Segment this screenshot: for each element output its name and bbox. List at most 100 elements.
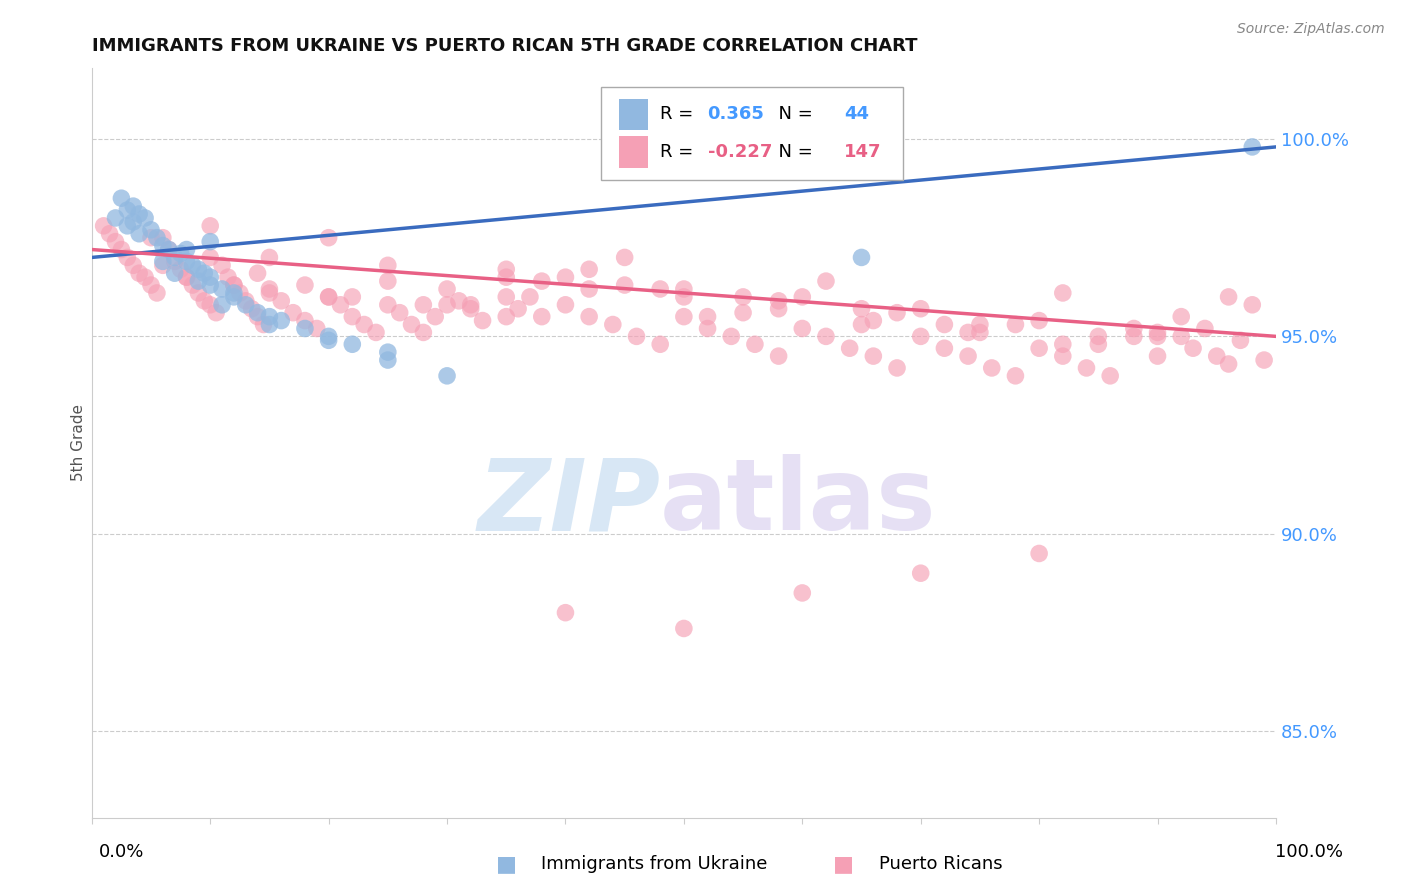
Point xyxy=(1241,298,1264,312)
Point xyxy=(851,318,873,332)
Point xyxy=(910,301,932,316)
Point xyxy=(377,353,399,368)
Point xyxy=(495,262,517,277)
Point xyxy=(200,278,222,293)
Point xyxy=(318,329,340,343)
Point xyxy=(1146,329,1168,343)
Point xyxy=(176,243,198,257)
Point xyxy=(252,318,274,332)
Point xyxy=(1241,140,1264,154)
Point xyxy=(187,274,209,288)
Text: atlas: atlas xyxy=(661,454,936,551)
Point xyxy=(176,270,198,285)
Text: IMMIGRANTS FROM UKRAINE VS PUERTO RICAN 5TH GRADE CORRELATION CHART: IMMIGRANTS FROM UKRAINE VS PUERTO RICAN … xyxy=(91,37,917,55)
Point xyxy=(436,298,458,312)
Point xyxy=(181,258,204,272)
Point xyxy=(176,254,198,268)
Text: R =: R = xyxy=(661,105,699,123)
Point xyxy=(1146,349,1168,363)
Point xyxy=(187,285,209,300)
Point xyxy=(696,310,718,324)
Point xyxy=(401,318,423,332)
Point xyxy=(270,313,292,327)
Point xyxy=(104,211,127,225)
Point xyxy=(650,282,672,296)
FancyBboxPatch shape xyxy=(619,99,648,130)
Point xyxy=(792,586,814,600)
Point xyxy=(246,306,269,320)
Point xyxy=(425,310,447,324)
Point xyxy=(554,606,576,620)
Point xyxy=(1028,313,1050,327)
Point xyxy=(814,329,837,343)
Point xyxy=(1122,329,1144,343)
Point xyxy=(246,266,269,280)
Point xyxy=(495,270,517,285)
Point xyxy=(200,251,222,265)
Point xyxy=(519,290,541,304)
Point xyxy=(122,258,145,272)
Text: ■: ■ xyxy=(834,855,853,874)
Point xyxy=(969,318,991,332)
Text: 0.0%: 0.0% xyxy=(98,843,143,861)
Point xyxy=(139,278,162,293)
Point xyxy=(377,345,399,359)
Point xyxy=(1099,368,1122,383)
Point xyxy=(222,278,245,293)
Point xyxy=(1076,360,1098,375)
Text: ZIP: ZIP xyxy=(477,454,661,551)
Point xyxy=(353,318,375,332)
Point xyxy=(377,298,399,312)
Point xyxy=(1194,321,1216,335)
Point xyxy=(1052,285,1074,300)
Point xyxy=(460,298,482,312)
Point xyxy=(157,243,180,257)
Point xyxy=(1170,310,1192,324)
Point xyxy=(460,301,482,316)
Text: Immigrants from Ukraine: Immigrants from Ukraine xyxy=(541,855,768,873)
Point xyxy=(1004,368,1026,383)
Point xyxy=(1028,546,1050,560)
Text: N =: N = xyxy=(766,143,818,161)
Point xyxy=(169,246,191,260)
Point xyxy=(235,293,257,308)
Point xyxy=(139,223,162,237)
Point xyxy=(93,219,115,233)
Point xyxy=(104,235,127,249)
Point xyxy=(342,310,364,324)
Point xyxy=(1229,334,1251,348)
Point xyxy=(814,274,837,288)
Point xyxy=(957,326,980,340)
Point xyxy=(578,262,600,277)
Point xyxy=(259,285,281,300)
Point xyxy=(128,227,150,241)
Point xyxy=(329,298,352,312)
Point xyxy=(886,306,908,320)
Point xyxy=(554,270,576,285)
Point xyxy=(554,298,576,312)
Point xyxy=(792,321,814,335)
Point xyxy=(181,278,204,293)
Point xyxy=(235,298,257,312)
Point xyxy=(305,321,328,335)
Point xyxy=(626,329,648,343)
Point xyxy=(578,282,600,296)
Point xyxy=(388,306,411,320)
Point xyxy=(157,243,180,257)
Point xyxy=(838,341,860,355)
Point xyxy=(259,251,281,265)
Point xyxy=(152,258,174,272)
Text: Puerto Ricans: Puerto Ricans xyxy=(879,855,1002,873)
Point xyxy=(1218,357,1240,371)
Point xyxy=(377,274,399,288)
Point xyxy=(1052,337,1074,351)
Point xyxy=(530,310,553,324)
Point xyxy=(117,219,139,233)
Point xyxy=(957,349,980,363)
Point xyxy=(128,207,150,221)
Point xyxy=(602,318,624,332)
Text: 100.0%: 100.0% xyxy=(1275,843,1343,861)
Point xyxy=(229,285,252,300)
Point xyxy=(169,262,191,277)
Point xyxy=(650,337,672,351)
